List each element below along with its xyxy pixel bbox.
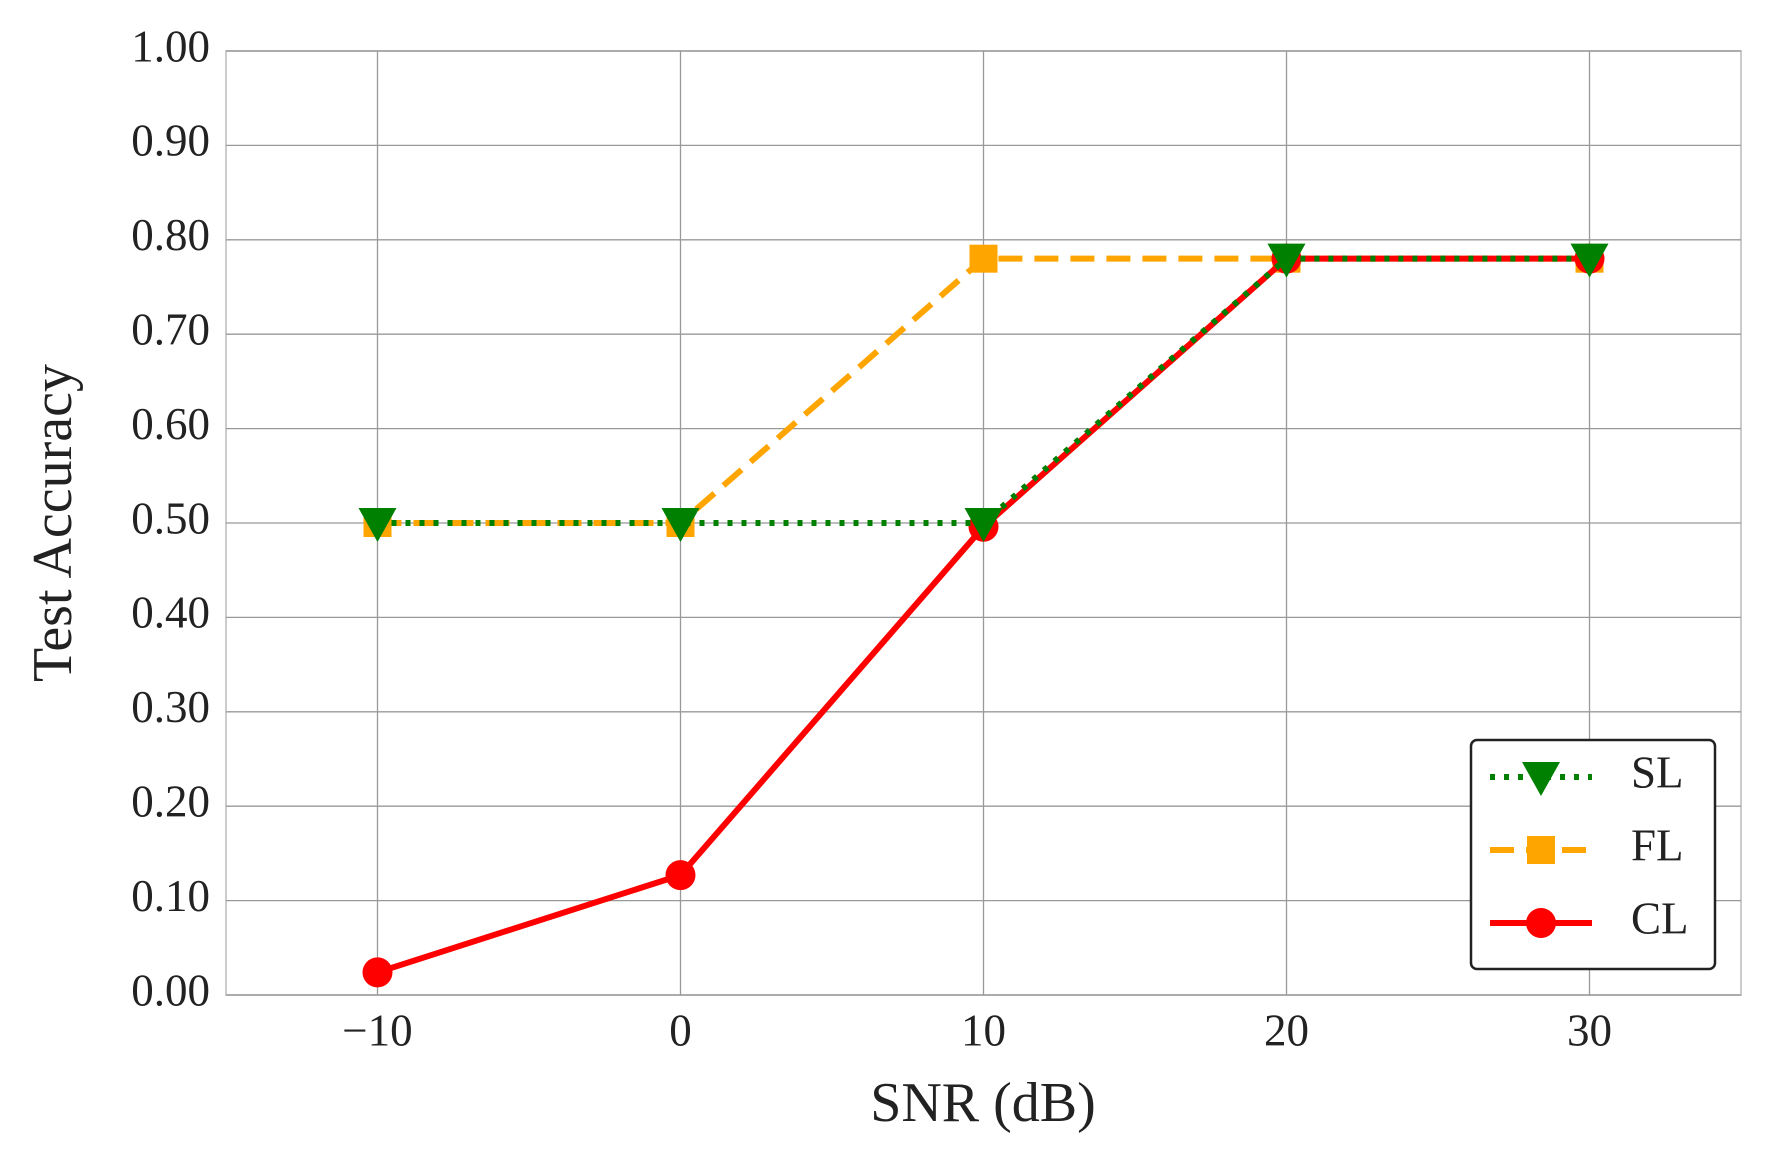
y-tick-label: 0.10: [131, 871, 210, 921]
y-tick-label: 0.70: [131, 305, 210, 355]
marker: [1526, 908, 1556, 938]
y-tick-label: 0.50: [131, 493, 210, 543]
marker: [661, 508, 700, 542]
y-axis-label: Test Accuracy: [22, 364, 84, 682]
marker: [1570, 243, 1609, 278]
y-tick-label: 0.80: [131, 210, 210, 260]
series-layer: [358, 243, 1609, 988]
x-tick-label: −10: [342, 1005, 412, 1055]
x-tick-label: 30: [1567, 1005, 1612, 1055]
y-tick-label: 0.20: [131, 777, 210, 827]
marker: [1522, 762, 1560, 796]
legend-label: SL: [1631, 747, 1684, 797]
x-tick-label: 20: [1264, 1005, 1309, 1055]
legend-label: CL: [1631, 893, 1689, 943]
grid: [226, 50, 1741, 996]
marker: [358, 508, 397, 542]
y-tick-label: 0.00: [131, 965, 210, 1015]
x-tick-label: 10: [961, 1005, 1006, 1055]
y-tick-label: 0.30: [131, 682, 210, 732]
x-tick-label: 0: [669, 1005, 692, 1055]
legend: SL FL CL: [1469, 738, 1717, 971]
marker: [665, 860, 696, 891]
legend-label: FL: [1631, 820, 1684, 870]
marker: [1527, 836, 1555, 864]
y-tick-label: 1.00: [131, 21, 210, 71]
y-tick-label: 0.90: [131, 116, 210, 166]
y-tick-label: 0.40: [131, 588, 210, 638]
y-tick-label: 0.60: [131, 399, 210, 449]
marker: [969, 244, 998, 273]
marker: [362, 957, 393, 988]
x-axis-label: SNR (dB): [870, 1072, 1096, 1134]
marker: [964, 508, 1003, 542]
marker: [1267, 243, 1306, 278]
